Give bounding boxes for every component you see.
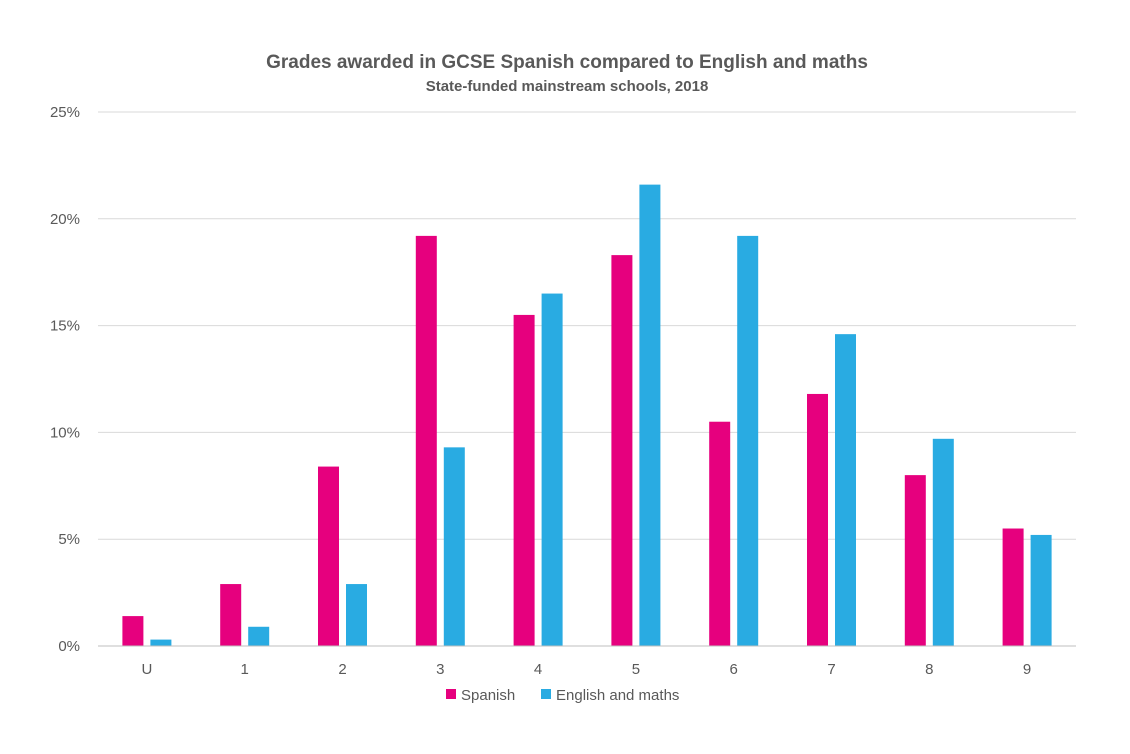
bar-spanish-u — [122, 616, 144, 646]
legend-swatch — [446, 689, 456, 699]
y-tick-label: 20% — [50, 211, 80, 228]
x-tick-label: 5 — [632, 661, 640, 678]
legend: Spanish English and maths — [446, 687, 679, 704]
bar-english-and-maths-4 — [541, 293, 563, 646]
y-axis-ticks: 0% 5% 10% 15% 20% 25% — [50, 104, 80, 655]
bar-spanish-3 — [415, 235, 437, 646]
y-tick-label: 15% — [50, 318, 80, 335]
x-axis-ticks: U 1 2 3 4 5 6 7 8 9 — [141, 661, 1031, 678]
x-tick-label: 2 — [338, 661, 346, 678]
x-tick-label: U — [141, 661, 152, 678]
legend-item-english-and-maths: English and maths — [541, 687, 679, 704]
bar-english-and-maths-7 — [835, 334, 856, 646]
bar-spanish-8 — [904, 475, 926, 646]
x-tick-label: 1 — [241, 661, 249, 678]
x-tick-label: 9 — [1023, 661, 1031, 678]
x-tick-label: 3 — [436, 661, 444, 678]
bar-spanish-6 — [709, 421, 731, 646]
x-tick-label: 6 — [730, 661, 738, 678]
bar-spanish-5 — [611, 255, 633, 646]
bar-english-and-maths-3 — [443, 447, 465, 646]
legend-item-spanish: Spanish — [446, 687, 515, 704]
x-tick-label: 8 — [925, 661, 933, 678]
y-tick-label: 5% — [58, 531, 80, 548]
bar-english-and-maths-9 — [1030, 534, 1052, 646]
bar-english-and-maths-6 — [737, 235, 759, 646]
y-tick-label: 0% — [58, 638, 80, 655]
bar-english-and-maths-8 — [932, 438, 954, 646]
chart-subtitle: State-funded mainstream schools, 2018 — [426, 78, 709, 95]
bar-english-and-maths-5 — [639, 184, 661, 646]
y-tick-label: 25% — [50, 104, 80, 121]
x-tick-label: 4 — [534, 661, 542, 678]
legend-swatch — [541, 689, 551, 699]
bar-spanish-1 — [220, 584, 242, 646]
bar-spanish-9 — [1002, 528, 1024, 646]
legend-label: English and maths — [556, 687, 679, 704]
legend-label: Spanish — [461, 687, 515, 704]
bar-english-and-maths-2 — [346, 584, 367, 646]
bar-spanish-2 — [318, 466, 339, 646]
bars — [122, 184, 1052, 646]
bar-spanish-7 — [807, 393, 828, 646]
bar-english-and-maths-u — [150, 639, 172, 646]
y-tick-label: 10% — [50, 424, 80, 441]
chart-title: Grades awarded in GCSE Spanish compared … — [266, 52, 868, 73]
bar-spanish-4 — [513, 314, 535, 646]
gridlines — [98, 111, 1076, 540]
bar-english-and-maths-1 — [248, 626, 270, 646]
x-tick-label: 7 — [827, 661, 835, 678]
